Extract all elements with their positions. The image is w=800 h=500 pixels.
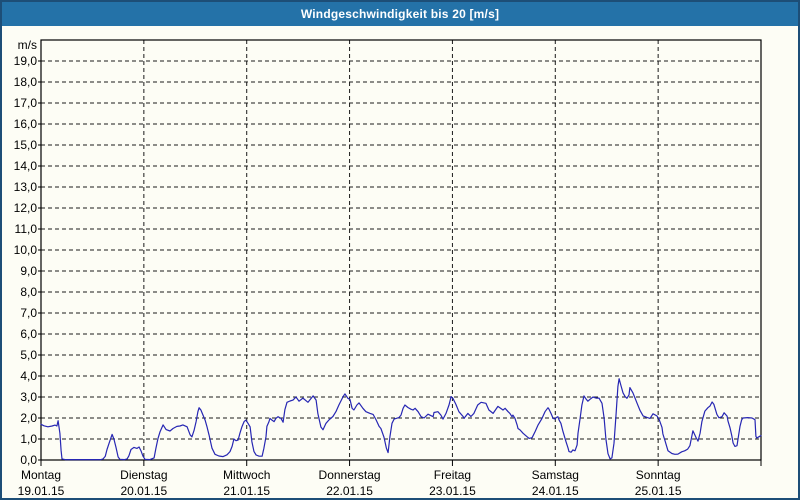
- x-axis-date-label: 20.01.15: [120, 484, 167, 498]
- y-axis-tick-label: 2,0: [20, 411, 37, 425]
- y-axis-tick-label: 3,0: [20, 390, 37, 404]
- x-axis-date-label: 24.01.15: [532, 484, 579, 498]
- y-axis-unit-label: m/s: [18, 38, 37, 52]
- y-axis-tick-label: 0,0: [20, 453, 37, 467]
- y-axis-tick-label: 8,0: [20, 285, 37, 299]
- y-axis-tick-label: 19,0: [14, 54, 38, 68]
- x-axis-date-label: 21.01.15: [223, 484, 270, 498]
- chart-area: 0,0 1,0 2,0 3,0 4,0 5,0 6,0 7,0 8,0 9,0 10,0 11,0 12…: [2, 26, 798, 498]
- x-axis-date-label: 25.01.15: [635, 484, 682, 498]
- y-axis-tick-label: 5,0: [20, 348, 37, 362]
- y-axis-tick-label: 4,0: [20, 369, 37, 383]
- x-axis-day-label: Freitag: [434, 468, 471, 482]
- y-axis-tick-label: 1,0: [20, 432, 37, 446]
- y-axis-tick-label: 18,0: [14, 75, 38, 89]
- window-titlebar: Windgeschwindigkeit bis 20 [m/s]: [2, 2, 798, 26]
- y-axis-tick-label: 17,0: [14, 96, 38, 110]
- y-axis-tick-label: 6,0: [20, 327, 37, 341]
- y-axis-tick-label: 9,0: [20, 264, 37, 278]
- y-axis-tick-label: 13,0: [14, 180, 38, 194]
- window-title: Windgeschwindigkeit bis 20 [m/s]: [300, 7, 500, 21]
- x-axis-day-label: Samstag: [532, 468, 579, 482]
- x-axis-day-label: Donnerstag: [319, 468, 381, 482]
- x-axis-day-label: Mittwoch: [223, 468, 270, 482]
- y-axis-tick-label: 10,0: [14, 243, 38, 257]
- x-axis-day-label: Dienstag: [120, 468, 167, 482]
- y-axis-tick-label: 11,0: [15, 222, 38, 236]
- y-axis-tick-label: 15,0: [14, 138, 38, 152]
- y-axis-tick-label: 16,0: [14, 117, 38, 131]
- wind-speed-chart: 0,0 1,0 2,0 3,0 4,0 5,0 6,0 7,0 8,0 9,0 10,0 11,0 12…: [14, 38, 762, 498]
- wind-speed-line: [40, 378, 762, 461]
- y-axis-tick-label: 14,0: [14, 159, 38, 173]
- x-axis-day-label: Sonntag: [636, 468, 681, 482]
- x-axis-day-label: Montag: [21, 468, 61, 482]
- y-axis-tick-label: 7,0: [20, 306, 37, 320]
- x-axis-date-label: 19.01.15: [18, 484, 65, 498]
- y-axis-tick-label: 12,0: [14, 201, 38, 215]
- x-axis-date-label: 23.01.15: [429, 484, 476, 498]
- x-axis-date-label: 22.01.15: [326, 484, 373, 498]
